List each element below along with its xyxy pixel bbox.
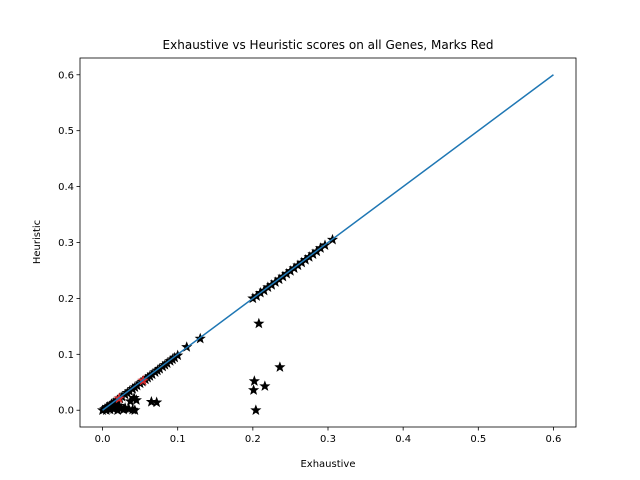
data-point: [248, 375, 260, 386]
y-axis: 0.0 0.1 0.2 0.3 0.4 0.5 0.6: [58, 70, 80, 417]
data-point: [250, 404, 262, 415]
reference-line: [102, 74, 554, 411]
x-tick-label: 0.2: [245, 434, 261, 445]
chart-title: Exhaustive vs Heuristic scores on all Ge…: [163, 38, 494, 52]
data-point: [259, 380, 271, 391]
y-tick-label: 0.4: [58, 182, 74, 193]
data-point: [253, 317, 265, 329]
data-point: [274, 361, 286, 372]
data-point: [129, 404, 141, 415]
y-tick-label: 0.1: [58, 350, 74, 361]
x-tick-label: 0.4: [395, 434, 411, 445]
y-tick-label: 0.2: [58, 294, 74, 305]
data-point: [130, 394, 142, 405]
data-point: [248, 384, 260, 395]
x-tick-label: 0.6: [546, 434, 562, 445]
y-tick-label: 0.0: [58, 406, 74, 417]
data-point: [151, 396, 163, 408]
x-axis: 0.0 0.1 0.2 0.3 0.4 0.5 0.6: [95, 427, 562, 445]
y-axis-title: Heuristic: [32, 220, 43, 264]
x-tick-label: 0.0: [95, 434, 111, 445]
x-tick-label: 0.5: [470, 434, 486, 445]
y-tick-label: 0.5: [58, 126, 74, 137]
data-point: [145, 395, 157, 407]
data-point: [102, 402, 115, 414]
x-axis-title: Exhaustive: [300, 459, 355, 470]
x-tick-label: 0.3: [320, 434, 336, 445]
y-tick-label: 0.3: [58, 238, 74, 249]
x-tick-label: 0.1: [170, 434, 186, 445]
data-point: [110, 401, 122, 412]
y-tick-label: 0.6: [58, 70, 74, 81]
